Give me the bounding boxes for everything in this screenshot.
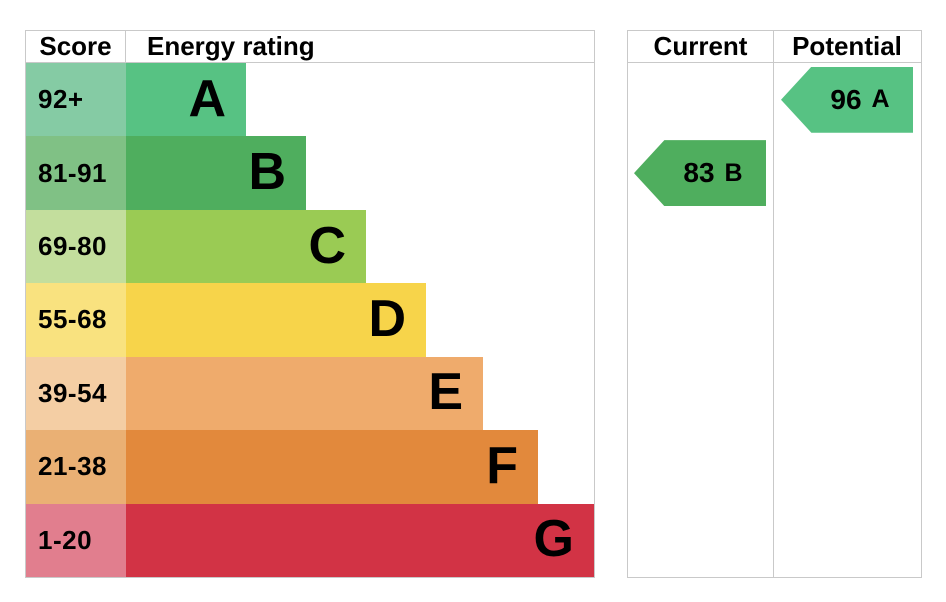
potential-rating-arrow: 96 A (781, 66, 913, 133)
band-row-d: 55-68 D (26, 283, 594, 357)
score-range-cell: 39-54 (26, 356, 126, 431)
band-bar: A (126, 63, 246, 137)
potential-rating-value: 96 (830, 83, 862, 115)
band-row-f: 21-38 F (26, 430, 594, 504)
band-bar: D (126, 283, 426, 357)
score-range-cell: 21-38 (26, 430, 126, 504)
score-range-cell: 55-68 (26, 283, 126, 357)
band-rows: 92+ A 81-91 B 69-80 C 55-68 D (26, 63, 594, 577)
score-range-cell: 1-20 (26, 503, 126, 577)
energy-rating-column-header: Energy rating (147, 31, 315, 61)
band-row-c: 69-80 C (26, 209, 594, 284)
band-bar: B (126, 136, 306, 210)
potential-column-header: Potential (792, 31, 902, 61)
band-bar: C (126, 209, 366, 284)
band-letter: E (428, 363, 463, 422)
results-table-header: Current Potential (628, 31, 921, 63)
band-letter: F (486, 436, 518, 495)
score-range-cell: 69-80 (26, 209, 126, 284)
band-bar: G (125, 503, 594, 577)
current-rating-value: 83 (683, 157, 715, 189)
band-letter: A (188, 69, 226, 128)
score-range-cell: 81-91 (26, 136, 126, 210)
results-table: Current Potential 83 B 96 A (627, 30, 922, 578)
band-letter: B (248, 143, 286, 202)
potential-rating-band: A (871, 85, 890, 114)
score-range-cell: 92+ (26, 63, 126, 137)
band-row-e: 39-54 E (26, 356, 594, 431)
band-row-b: 81-91 B (26, 136, 594, 210)
band-bar: F (126, 430, 538, 504)
rating-table-header: Score Energy rating (26, 31, 594, 63)
band-row-a: 92+ A (26, 63, 594, 137)
score-column-header: Score (26, 31, 126, 62)
band-bar: E (126, 356, 483, 431)
rating-table: Score Energy rating 92+ A 81-91 B 69-80 … (25, 30, 595, 578)
column-divider (773, 31, 774, 577)
band-letter: C (308, 216, 346, 275)
current-column-header: Current (653, 31, 748, 61)
current-rating-arrow: 83 B (634, 140, 766, 207)
band-row-g: 1-20 G (26, 503, 594, 577)
current-rating-band: B (724, 158, 743, 187)
band-letter: G (533, 510, 574, 569)
band-letter: D (368, 289, 406, 348)
